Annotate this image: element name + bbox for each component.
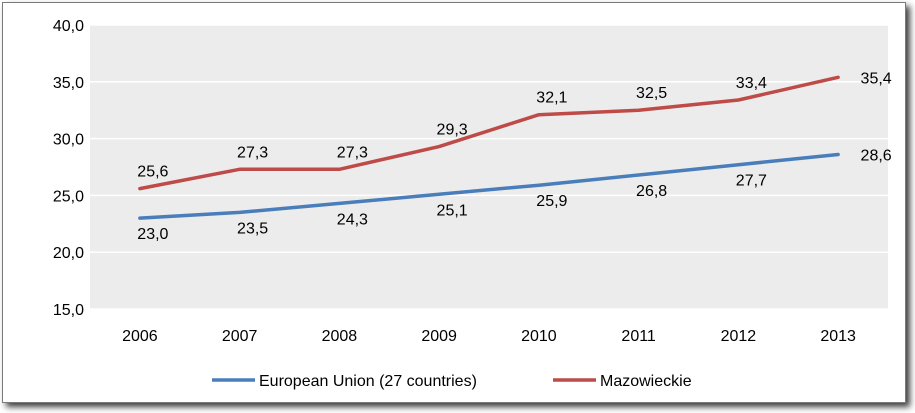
legend-label: European Union (27 countries) (259, 373, 477, 390)
y-tick-label: 30,0 (53, 132, 84, 149)
legend-label: Mazowieckie (600, 373, 692, 390)
data-label: 23,0 (137, 226, 168, 243)
series-line-european-union (138, 152, 840, 220)
series-lines (138, 75, 840, 220)
x-tick-label: 2009 (421, 328, 457, 345)
data-label: 25,9 (536, 193, 567, 210)
data-label: 25,6 (137, 164, 168, 181)
data-labels: 23,0 23,5 24,3 25,1 25,9 26,8 27,7 28,6 25,6 27,3… (137, 70, 891, 243)
data-label: 32,5 (636, 85, 667, 102)
x-axis-ticks: 2006 2007 2008 2009 2010 2011 2012 2013 (122, 328, 856, 345)
data-label: 27,3 (337, 144, 368, 161)
y-tick-label: 25,0 (53, 188, 84, 205)
data-label: 28,6 (861, 148, 892, 165)
y-tick-label: 15,0 (53, 302, 84, 319)
y-tick-label: 20,0 (53, 245, 84, 262)
data-label: 29,3 (437, 122, 468, 139)
y-tick-label: 40,0 (53, 18, 84, 35)
y-axis-ticks: 15,0 20,0 25,0 30,0 35,0 40,0 (53, 18, 84, 319)
data-label: 23,5 (237, 220, 268, 237)
data-label: 33,4 (736, 75, 767, 92)
data-label: 35,4 (861, 70, 892, 87)
gridlines (90, 24, 888, 310)
series-line-mazowieckie (138, 75, 840, 191)
data-label: 26,8 (636, 183, 667, 200)
x-tick-label: 2007 (222, 328, 258, 345)
data-label: 27,7 (736, 173, 767, 190)
plot-area (90, 25, 888, 309)
data-label: 25,1 (437, 202, 468, 219)
data-label: 32,1 (536, 90, 567, 107)
data-label: 27,3 (237, 144, 268, 161)
x-tick-label: 2006 (122, 328, 158, 345)
data-label: 24,3 (337, 211, 368, 228)
x-tick-label: 2010 (521, 328, 557, 345)
x-tick-label: 2013 (820, 328, 856, 345)
legend: European Union (27 countries) Mazowieckie (212, 373, 692, 390)
x-tick-label: 2012 (721, 328, 757, 345)
y-tick-label: 35,0 (53, 75, 84, 92)
x-tick-label: 2011 (621, 328, 656, 345)
x-tick-label: 2008 (322, 328, 358, 345)
